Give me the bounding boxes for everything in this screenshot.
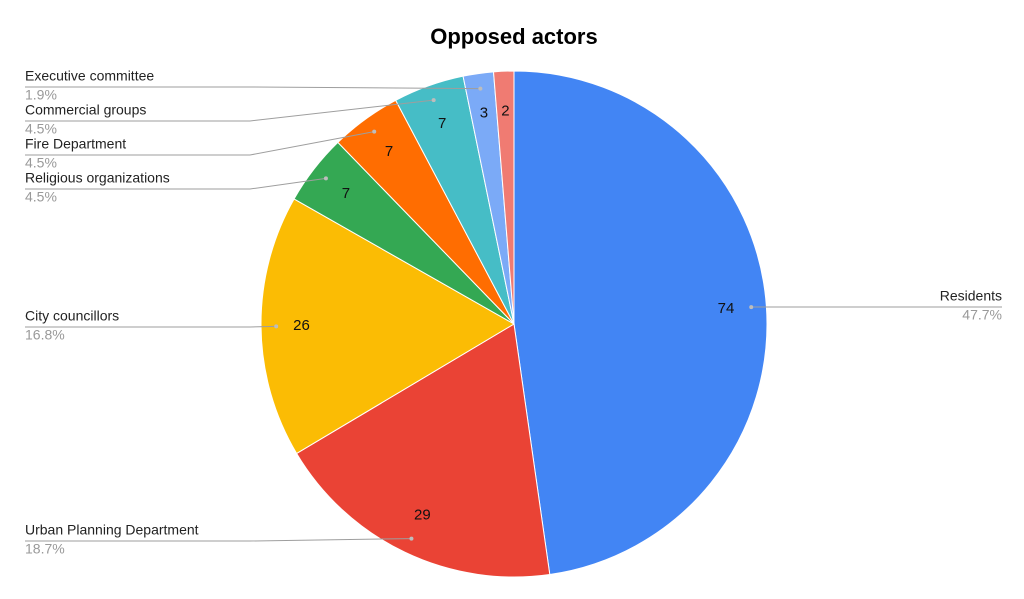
leader-dot [749, 305, 754, 310]
category-label: Fire Department [25, 136, 126, 152]
percent-label: 16.8% [25, 327, 65, 343]
category-label: Residents [940, 288, 1002, 304]
value-label: 7 [385, 143, 393, 160]
leader-dot [372, 129, 377, 134]
leader-line [25, 131, 375, 156]
chart-title: Opposed actors [430, 24, 597, 49]
leader-dot [431, 98, 436, 103]
leader-line [25, 86, 481, 90]
category-label: Commercial groups [25, 102, 146, 118]
value-label: 2 [501, 103, 509, 120]
value-label: 26 [293, 317, 310, 334]
value-label: 29 [414, 507, 431, 524]
category-label: Executive committee [25, 68, 154, 84]
leader-line [25, 177, 327, 190]
pie-slice [513, 70, 768, 576]
leader-line [25, 325, 277, 328]
percent-label: 18.7% [25, 541, 65, 557]
category-label: Religious organizations [25, 170, 170, 186]
leader-line [25, 99, 434, 122]
leader-line [25, 538, 412, 542]
leader-dot [409, 536, 414, 541]
percent-label: 4.5% [25, 189, 57, 205]
pie-slice [295, 323, 551, 578]
category-label: Urban Planning Department [25, 522, 199, 538]
value-label: 3 [480, 105, 488, 122]
pie-slice [492, 70, 515, 325]
percent-label: 1.9% [25, 87, 57, 103]
leader-dot [274, 324, 279, 329]
percent-label: 47.7% [962, 307, 1002, 323]
leader-dot [478, 86, 483, 91]
value-label: 7 [438, 115, 446, 132]
percent-label: 4.5% [25, 121, 57, 137]
value-label: 74 [718, 300, 735, 317]
value-label: 7 [342, 185, 350, 202]
leader-dot [323, 176, 328, 181]
percent-label: 4.5% [25, 155, 57, 171]
category-label: City councillors [25, 308, 119, 324]
